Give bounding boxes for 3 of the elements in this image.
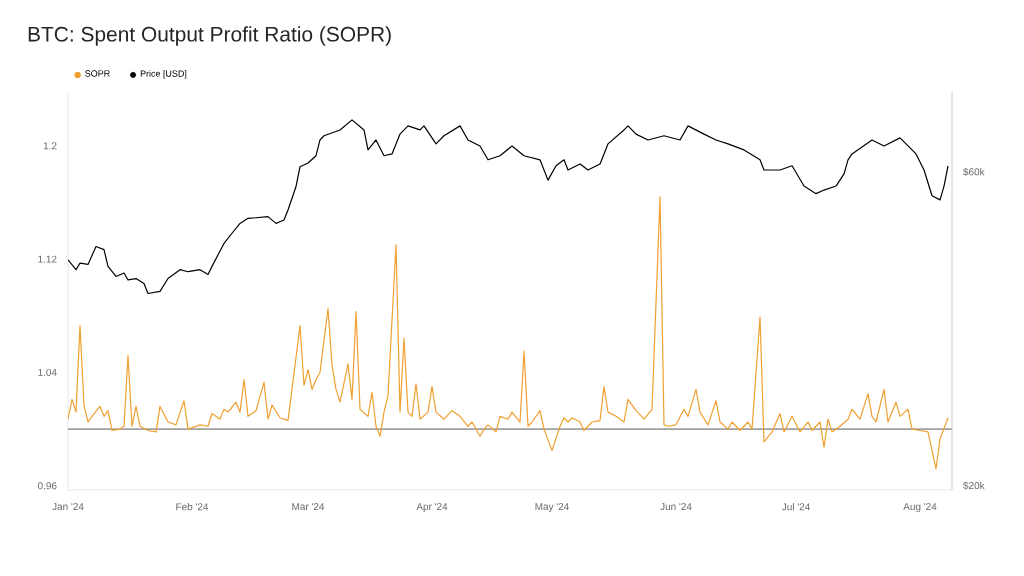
chart-title: BTC: Spent Output Profit Ratio (SOPR) <box>28 26 391 46</box>
line-series <box>68 196 949 470</box>
line-series <box>68 119 949 295</box>
